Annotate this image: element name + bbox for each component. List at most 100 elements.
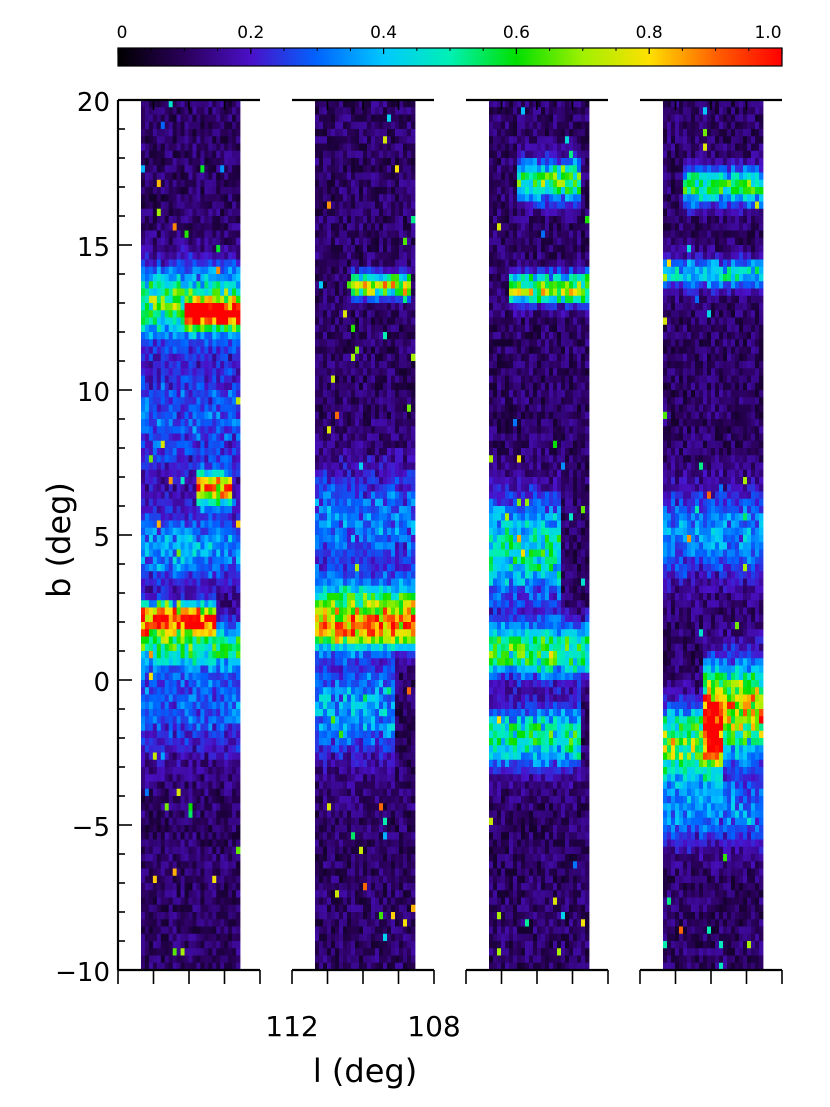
heatmap-cell	[164, 912, 170, 920]
heatmap-cell	[351, 411, 356, 420]
heatmap-cell	[164, 897, 170, 906]
heatmap-cell	[180, 216, 185, 224]
heatmap-cell	[407, 194, 412, 202]
heatmap-cell	[220, 339, 225, 347]
heatmap-cell	[176, 237, 181, 246]
heatmap-cell	[236, 150, 241, 159]
heatmap-cell	[180, 665, 185, 674]
heatmap-cell	[343, 266, 348, 275]
heatmap-cell	[335, 208, 340, 217]
heatmap-cell	[176, 223, 181, 231]
heatmap-cell	[335, 172, 340, 181]
heatmap-cell	[216, 332, 221, 340]
heatmap-cell	[391, 107, 396, 115]
heatmap-cell	[399, 535, 404, 543]
heatmap-cell	[216, 622, 221, 630]
heatmap-cell	[172, 796, 178, 804]
heatmap-cell	[323, 571, 328, 579]
heatmap-cell	[172, 266, 178, 275]
heatmap-cell	[160, 926, 166, 935]
heatmap-cell	[141, 614, 146, 623]
heatmap-cell	[399, 281, 404, 289]
heatmap-cell	[144, 310, 150, 318]
heatmap-cell	[188, 477, 193, 485]
heatmap-cell	[339, 165, 344, 173]
heatmap-cell	[148, 245, 154, 253]
heatmap-cell	[196, 332, 201, 340]
heatmap-cell	[411, 187, 416, 195]
heatmap-cell	[168, 716, 174, 724]
heatmap-cell	[411, 658, 416, 666]
heatmap-cell	[371, 310, 376, 318]
heatmap-cell	[331, 361, 336, 369]
heatmap-cell	[144, 556, 150, 565]
heatmap-cell	[319, 469, 324, 478]
heatmap-cell	[228, 875, 233, 884]
heatmap-cell	[359, 498, 364, 507]
heatmap-cell	[148, 165, 154, 173]
heatmap-cell	[141, 919, 146, 927]
heatmap-cell	[323, 129, 328, 137]
heatmap-cell	[343, 165, 348, 173]
heatmap-cell	[339, 339, 344, 347]
heatmap-cell	[323, 397, 328, 405]
heatmap-cell	[224, 556, 229, 565]
heatmap-cell	[216, 172, 221, 181]
heatmap-cell	[232, 295, 237, 304]
heatmap-cell	[152, 578, 158, 587]
heatmap-cell	[351, 643, 356, 652]
heatmap-cell	[375, 346, 380, 355]
heatmap-cell	[144, 281, 150, 289]
heatmap-cell	[315, 440, 320, 449]
heatmap-cell	[184, 926, 189, 935]
heatmap-cell	[160, 252, 166, 260]
heatmap-cell	[351, 339, 356, 347]
heatmap-cell	[387, 375, 392, 384]
heatmap-cell	[180, 962, 185, 971]
heatmap-cell	[176, 187, 181, 195]
heatmap-cell	[176, 361, 181, 369]
heatmap-cell	[220, 839, 225, 848]
heatmap-cell	[327, 150, 332, 159]
heatmap-cell	[359, 513, 364, 521]
heatmap-cell	[232, 114, 237, 123]
heatmap-cell	[407, 564, 412, 572]
heatmap-cell	[363, 158, 368, 166]
heatmap-cell	[375, 295, 380, 304]
heatmap-cell	[395, 658, 400, 666]
heatmap-cell	[144, 274, 150, 282]
heatmap-cell	[224, 404, 229, 413]
heatmap-cell	[403, 556, 408, 565]
heatmap-cell	[371, 404, 376, 413]
heatmap-cell	[391, 230, 396, 239]
heatmap-cell	[359, 368, 364, 376]
heatmap-cell	[184, 455, 189, 463]
heatmap-cell	[208, 716, 213, 724]
heatmap-cell	[144, 535, 150, 543]
heatmap-cell	[176, 556, 181, 565]
heatmap-cell	[228, 846, 233, 855]
heatmap-cell	[351, 607, 356, 616]
heatmap-cell	[176, 571, 181, 579]
heatmap-cell	[152, 933, 158, 942]
heatmap-cell	[395, 607, 400, 616]
heatmap-cell	[359, 622, 364, 630]
heatmap-cell	[375, 121, 380, 130]
heatmap-cell	[367, 375, 372, 384]
heatmap-cell	[184, 832, 189, 840]
heatmap-cell	[141, 477, 146, 485]
heatmap-cell	[327, 469, 332, 478]
heatmap-cell	[351, 564, 356, 572]
heatmap-cell	[176, 549, 181, 558]
heatmap-cell	[343, 643, 348, 652]
heatmap-cell	[208, 440, 213, 449]
heatmap-cell	[152, 390, 158, 398]
heatmap-cell	[224, 121, 229, 130]
heatmap-cell	[192, 730, 197, 739]
heatmap-cell	[184, 462, 189, 471]
heatmap-cell	[228, 709, 233, 717]
heatmap-cell	[144, 680, 150, 688]
heatmap-cell	[387, 469, 392, 478]
heatmap-cell	[347, 165, 352, 173]
heatmap-cell	[188, 607, 193, 616]
